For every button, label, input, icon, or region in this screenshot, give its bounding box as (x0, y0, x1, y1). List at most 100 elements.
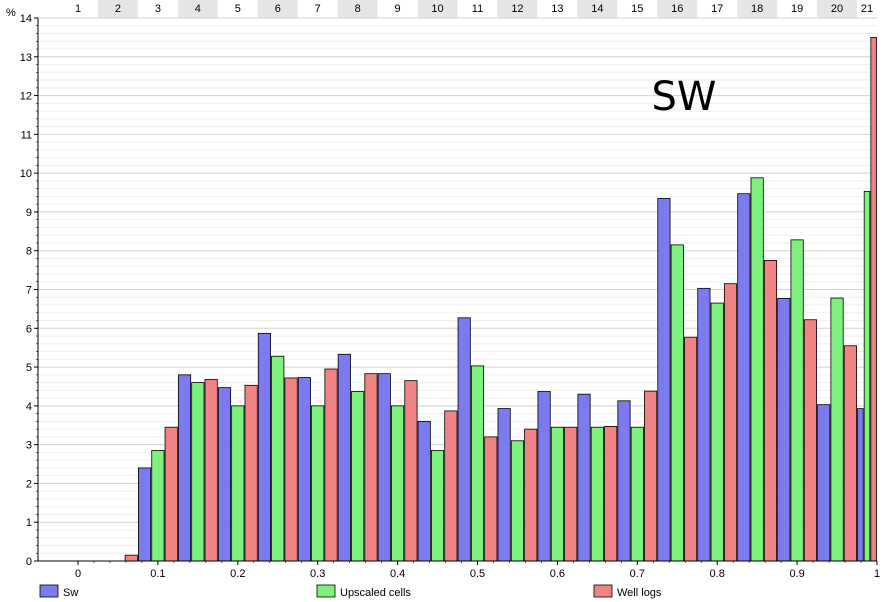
bar-well-logs (124, 554, 138, 562)
bin-header-cell (217, 0, 258, 18)
bar-well-logs (843, 345, 857, 562)
bar-upscaled-cells (391, 405, 405, 562)
bar-well-logs (164, 426, 178, 562)
y-tick-label: 11 (21, 129, 32, 141)
bar-upscaled-cells (590, 426, 604, 562)
bar-well-logs (723, 283, 738, 562)
x-tick-label: 0 (75, 568, 81, 580)
bar-sw (657, 197, 671, 562)
bar-upscaled-cells (550, 426, 564, 562)
bin-header-cell (177, 0, 218, 18)
bin-header-cell (537, 0, 578, 18)
bin-number-label: 4 (195, 3, 201, 15)
bar-upscaled-cells (191, 382, 205, 562)
bar-sw (697, 287, 711, 562)
bar-well-logs (870, 36, 877, 562)
bar-sw (857, 408, 864, 562)
bar-well-logs (524, 428, 538, 562)
bar-upscaled-cells (790, 239, 804, 562)
bar-well-logs (484, 436, 498, 562)
bar-upscaled-cells (470, 365, 485, 562)
y-tick-label: 9 (26, 207, 32, 219)
x-tick-label: 0.3 (310, 568, 325, 580)
bar-sw (777, 298, 791, 562)
bar-sw (217, 387, 232, 562)
bin-header-cell (337, 0, 378, 18)
bar-well-logs (604, 426, 618, 562)
legend-label: Well logs (617, 587, 662, 599)
y-tick-label: 1 (26, 517, 32, 529)
bin-number-label: 8 (355, 3, 361, 15)
y-tick-label: 13 (20, 52, 32, 64)
bin-header-cell (297, 0, 338, 18)
bar-well-logs (284, 377, 298, 562)
bin-header-cell (417, 0, 458, 18)
bar-upscaled-cells (430, 450, 445, 562)
bar-well-logs (644, 390, 658, 562)
bar-sw (417, 420, 431, 562)
bar-sw (257, 332, 271, 562)
bin-number-label: 19 (791, 3, 803, 15)
y-tick-label: 7 (26, 285, 32, 297)
bin-number-label: 17 (711, 3, 723, 15)
legend: Sw Upscaled cells Well logs (39, 584, 662, 599)
bin-number-label: 21 (861, 3, 873, 15)
x-tick-label: 1 (874, 568, 880, 580)
bar-well-logs (684, 336, 698, 562)
bar-upscaled-cells (750, 177, 764, 562)
x-tick-label: 0.2 (230, 568, 245, 580)
bin-number-label: 5 (235, 3, 241, 15)
bin-number-label: 11 (472, 3, 483, 15)
x-tick-label: 0.5 (470, 568, 485, 580)
bar-well-logs (763, 260, 778, 562)
bin-number-label: 13 (551, 3, 563, 15)
bin-number-label: 20 (831, 3, 843, 15)
bin-header-cell (657, 0, 698, 18)
bar-upscaled-cells (630, 426, 644, 562)
bar-well-logs (364, 373, 378, 562)
y-tick-label: 5 (26, 362, 32, 374)
y-tick-label: 12 (20, 91, 32, 103)
bin-header-cell (817, 0, 858, 18)
bar-well-logs (404, 380, 418, 562)
bar-well-logs (444, 410, 458, 562)
legend-swatch (316, 584, 336, 598)
x-tick-label: 0.7 (630, 568, 645, 580)
bar-sw (297, 377, 311, 562)
bin-number-label: 12 (511, 3, 523, 15)
bin-header-cell (697, 0, 738, 18)
bin-header-cell (777, 0, 818, 18)
bar-sw (377, 373, 391, 562)
y-tick-label: 14 (20, 13, 32, 25)
bin-number-label: 16 (671, 3, 683, 15)
bin-number-label: 3 (155, 3, 161, 15)
bar-upscaled-cells (863, 190, 871, 562)
bin-header-cell (58, 0, 98, 18)
bin-number-label: 15 (631, 3, 643, 15)
bars (124, 36, 877, 562)
bar-sw (577, 393, 591, 562)
legend-label: Upscaled cells (340, 587, 411, 599)
x-tick-label: 0.8 (710, 568, 725, 580)
y-tick-label: 2 (26, 478, 32, 490)
y-tick-label: 0 (26, 556, 32, 568)
x-tick-label: 0.1 (150, 568, 165, 580)
chart-title: SW (652, 74, 717, 120)
bar-sw (177, 374, 192, 562)
bar-sw (138, 467, 152, 562)
bin-number-label: 1 (75, 3, 81, 15)
bar-sw (537, 391, 551, 562)
bar-well-logs (564, 426, 578, 562)
y-tick-label: 8 (26, 246, 32, 258)
bin-number-label: 7 (315, 3, 321, 15)
bar-sw (817, 404, 831, 562)
bin-header-cell (737, 0, 778, 18)
bar-upscaled-cells (311, 405, 325, 562)
legend-swatch (593, 584, 613, 598)
bin-header-cell (617, 0, 658, 18)
bar-upscaled-cells (670, 244, 684, 562)
y-tick-label: 6 (26, 323, 32, 335)
y-axis-unit-label: % (6, 7, 16, 19)
legend-label: Sw (63, 587, 78, 599)
